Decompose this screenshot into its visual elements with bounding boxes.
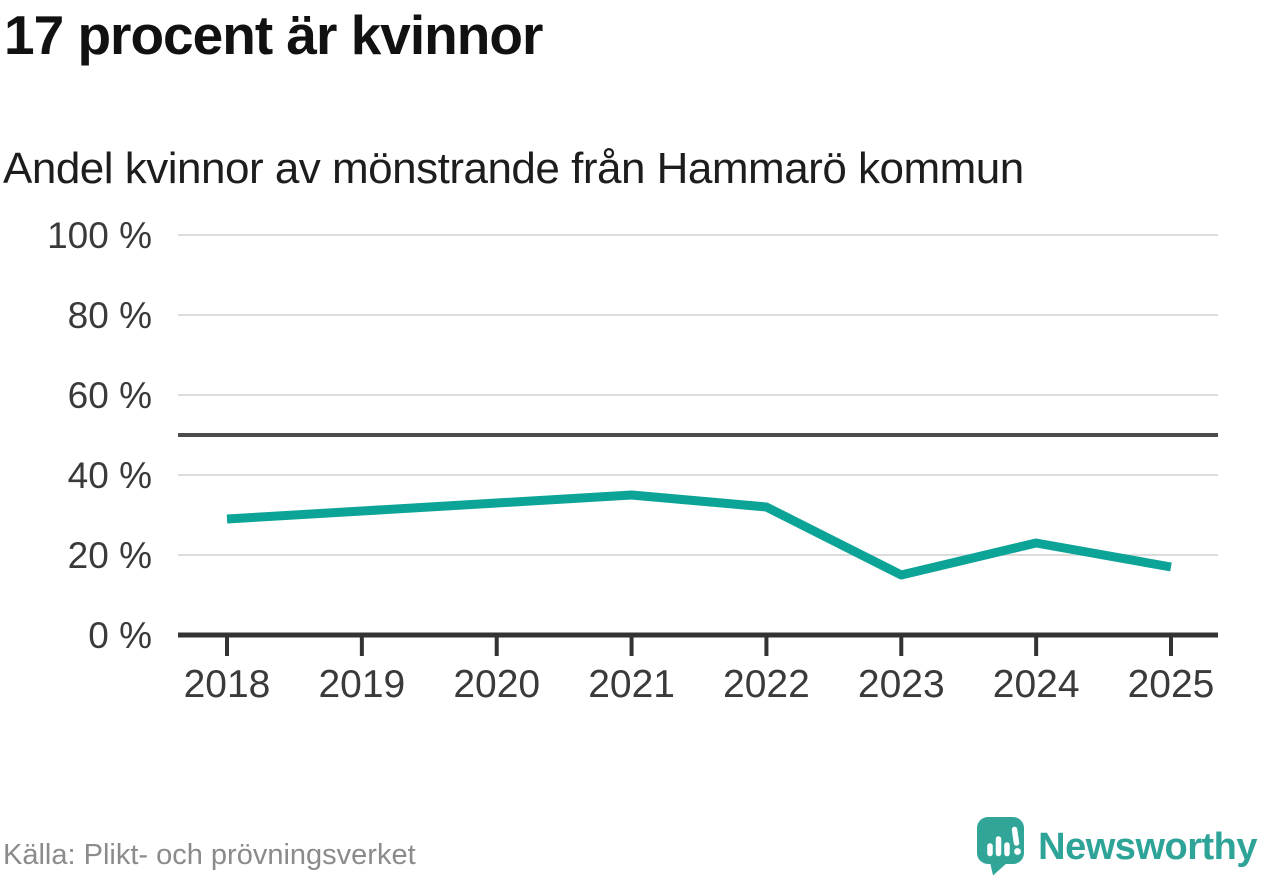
x-tick-label-2018: 2018 [184,663,271,706]
x-tick-label-2021: 2021 [588,663,675,706]
logo-exclamation-dot [1014,848,1022,855]
newsworthy-logo: Newsworthy [977,817,1257,876]
chart-headline: 17 procent är kvinnor [4,4,543,66]
x-tick-label-2019: 2019 [318,663,405,706]
y-tick-label-100: 100 % [47,215,152,256]
x-tick-label-2020: 2020 [453,663,540,706]
x-tick-label-2023: 2023 [858,663,945,706]
y-tick-label-20: 20 % [68,535,152,576]
y-tick-label-40: 40 % [68,455,152,496]
x-tick-label-2024: 2024 [993,663,1080,706]
chart-subtitle: Andel kvinnor av mönstrande från Hammarö… [3,144,1024,193]
logo-bubble-tail [990,862,1009,876]
logo-exclamation-bar [1011,826,1020,846]
brand-name: Newsworthy [1038,825,1257,868]
x-tick-label-2025: 2025 [1128,663,1215,706]
y-tick-label-0: 0 % [88,615,152,656]
data-line [226,490,1172,580]
newsworthy-bubble-chart-icon [977,817,1025,876]
y-tick-label-60: 60 % [68,375,152,416]
source-note: Källa: Plikt- och prövningsverket [3,839,416,871]
logo-bars [987,826,1020,857]
y-tick-label-80: 80 % [68,295,152,336]
line-chart: 0 % 20 % 40 % 60 % 80 % 100 % 2018 2019 2020 2021… [47,215,1218,706]
x-tick-label-2022: 2022 [723,663,810,706]
